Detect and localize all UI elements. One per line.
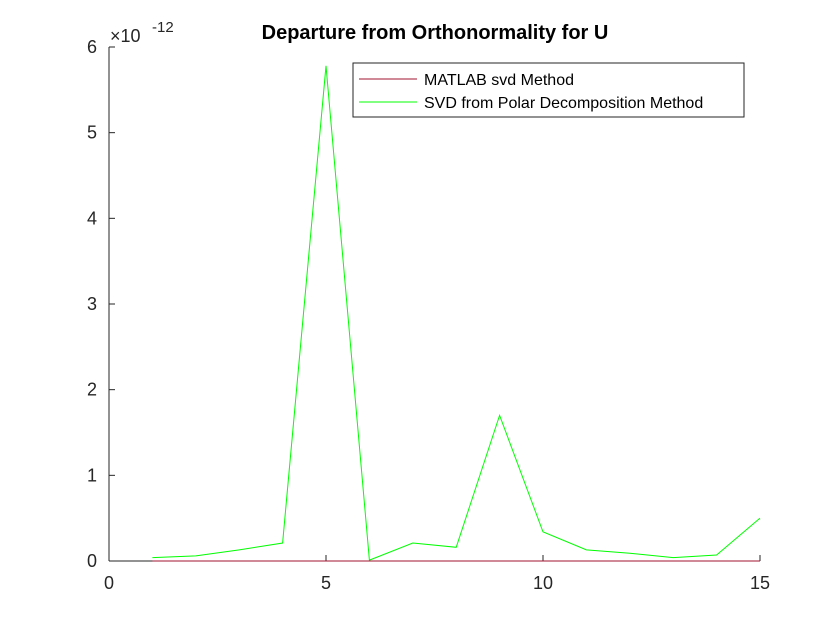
- svg-text:×10: ×10: [110, 26, 141, 46]
- y-tick-label: 3: [87, 294, 97, 314]
- y-tick-label: 6: [87, 37, 97, 57]
- y-tick-label: 0: [87, 551, 97, 571]
- exponent-prefix: ×: [110, 26, 121, 46]
- y-tick-label: 5: [87, 123, 97, 143]
- series-lines: [152, 65, 761, 562]
- legend: MATLAB svd Method SVD from Polar Decompo…: [352, 62, 745, 118]
- legend-box: [352, 62, 745, 118]
- x-tick-label: 10: [533, 573, 553, 593]
- x-tick-label: 5: [321, 573, 331, 593]
- ticks: 0 5 10 15 0 1 2 3 4 5 6: [87, 37, 770, 593]
- axes: [108, 47, 760, 562]
- chart-title: Departure from Orthonormality for U: [262, 22, 609, 44]
- y-tick-label: 2: [87, 380, 97, 400]
- series-line-polar-svd: [152, 65, 761, 561]
- legend-label-polar-svd: SVD from Polar Decomposition Method: [424, 95, 703, 112]
- legend-label-matlab-svd: MATLAB svd Method: [424, 72, 574, 89]
- exponent-power: -12: [152, 19, 174, 36]
- y-axis-exponent: ×10 -12: [110, 19, 174, 46]
- x-tick-label: 0: [104, 573, 114, 593]
- exponent-base: 10: [121, 26, 141, 46]
- x-tick-label: 15: [750, 573, 770, 593]
- y-tick-label: 1: [87, 465, 97, 485]
- y-tick-label: 4: [87, 208, 97, 228]
